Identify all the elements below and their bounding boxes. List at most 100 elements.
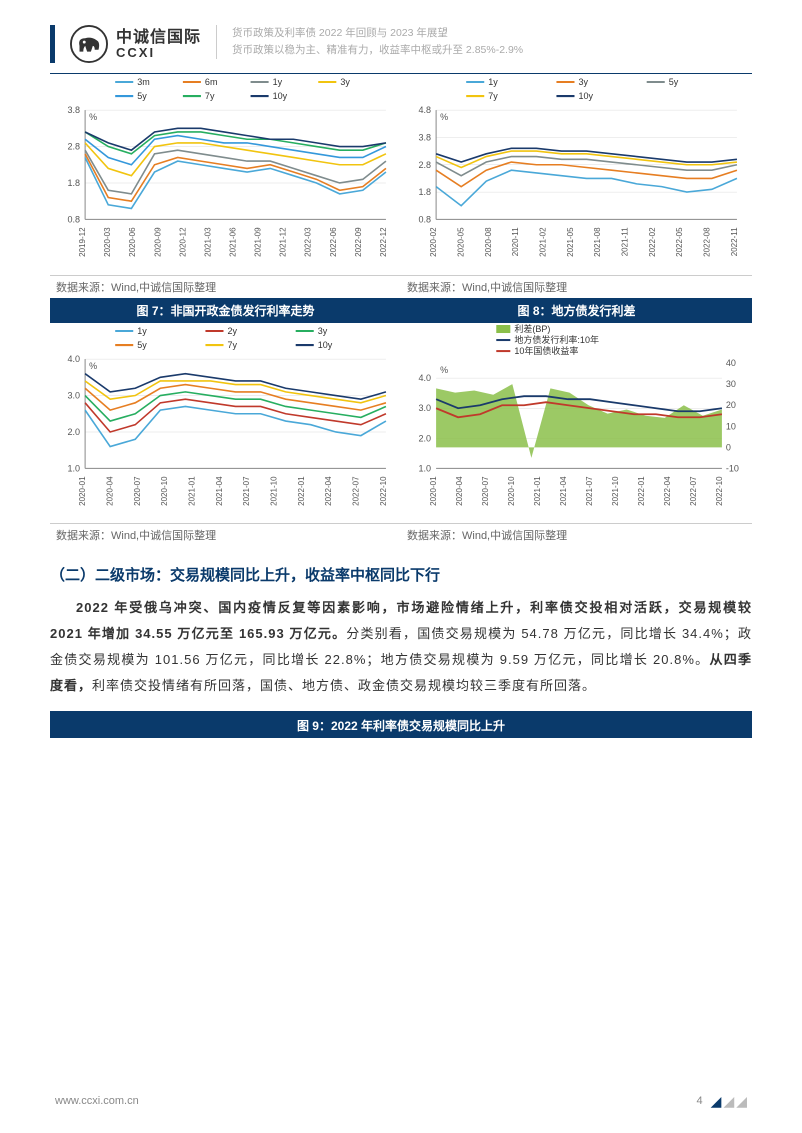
- svg-text:2022-07: 2022-07: [352, 475, 361, 505]
- source-8: 数据来源：Wind,中诚信国际整理: [401, 523, 752, 546]
- svg-text:2022-11: 2022-11: [730, 227, 739, 256]
- svg-text:2021-04: 2021-04: [559, 475, 568, 505]
- svg-text:0: 0: [726, 442, 731, 452]
- svg-text:3.8: 3.8: [419, 132, 432, 142]
- svg-text:2020-08: 2020-08: [484, 227, 493, 257]
- svg-text:5y: 5y: [137, 91, 147, 101]
- svg-text:2021-01: 2021-01: [188, 475, 197, 505]
- svg-text:%: %: [440, 365, 448, 375]
- svg-text:2022-07: 2022-07: [689, 475, 698, 505]
- svg-text:1y: 1y: [137, 326, 147, 336]
- svg-text:2022-02: 2022-02: [648, 227, 657, 257]
- svg-text:3.0: 3.0: [419, 403, 432, 413]
- svg-text:1y: 1y: [488, 77, 498, 87]
- body-paragraph: 2022 年受俄乌冲突、国内疫情反复等因素影响，市场避险情绪上升，利率债交投相对…: [0, 595, 802, 699]
- source-7: 数据来源：Wind,中诚信国际整理: [50, 523, 401, 546]
- svg-text:2022-05: 2022-05: [675, 227, 684, 257]
- svg-text:2022-08: 2022-08: [703, 227, 712, 257]
- svg-text:1.8: 1.8: [68, 178, 81, 188]
- page-footer: www.ccxi.com.cn 4 ◢◢◢: [0, 1094, 802, 1108]
- footer-chevron-icon: ◢◢◢: [711, 1094, 747, 1108]
- svg-text:%: %: [89, 112, 97, 122]
- svg-text:2021-11: 2021-11: [621, 227, 630, 256]
- svg-text:2021-05: 2021-05: [566, 227, 575, 257]
- svg-text:2021-10: 2021-10: [270, 475, 279, 505]
- svg-text:2019-12: 2019-12: [78, 227, 87, 257]
- svg-text:3m: 3m: [137, 77, 150, 87]
- svg-text:2020-09: 2020-09: [153, 227, 162, 257]
- svg-text:3.8: 3.8: [68, 105, 81, 115]
- svg-text:2.8: 2.8: [68, 142, 81, 152]
- svg-text:2021-03: 2021-03: [203, 227, 212, 257]
- svg-text:2022-03: 2022-03: [304, 227, 313, 257]
- svg-text:2021-02: 2021-02: [539, 227, 548, 257]
- source-6: 数据来源：Wind,中诚信国际整理: [401, 275, 752, 298]
- svg-text:2021-09: 2021-09: [254, 227, 263, 257]
- subtitle-line-2: 货币政策以稳为主、精准有力，收益率中枢或升至 2.85%-2.9%: [232, 42, 523, 59]
- svg-text:2022-04: 2022-04: [324, 475, 333, 505]
- svg-text:2020-01: 2020-01: [429, 475, 438, 505]
- svg-text:7y: 7y: [488, 91, 498, 101]
- svg-text:10y: 10y: [318, 340, 333, 350]
- svg-text:2020-02: 2020-02: [429, 227, 438, 257]
- svg-text:2020-03: 2020-03: [103, 227, 112, 257]
- svg-text:4.0: 4.0: [419, 373, 432, 383]
- chart-7: 1.02.03.04.0%2020-012020-042020-072020-1…: [50, 323, 401, 524]
- page-number: 4: [697, 1095, 703, 1107]
- logo-text-en: CCXI: [116, 46, 201, 59]
- svg-text:2022-09: 2022-09: [354, 227, 363, 257]
- header-accent-bar: [50, 25, 55, 63]
- source-5: 数据来源：Wind,中诚信国际整理: [50, 275, 401, 298]
- svg-text:2020-05: 2020-05: [456, 227, 465, 257]
- svg-text:7y: 7y: [205, 91, 215, 101]
- caption-fig9: 图 9：2022 年利率债交易规模同比上升: [50, 711, 752, 738]
- svg-text:2021-01: 2021-01: [533, 475, 542, 505]
- svg-text:2020-04: 2020-04: [455, 475, 464, 505]
- svg-text:3y: 3y: [318, 326, 328, 336]
- svg-text:5y: 5y: [137, 340, 147, 350]
- svg-text:地方债发行利率:10年: 地方债发行利率:10年: [514, 334, 599, 345]
- svg-text:%: %: [440, 112, 448, 122]
- svg-text:10: 10: [726, 421, 736, 431]
- svg-text:3y: 3y: [340, 77, 350, 87]
- svg-text:2020-07: 2020-07: [133, 475, 142, 505]
- svg-text:2020-12: 2020-12: [178, 227, 187, 257]
- svg-text:40: 40: [726, 358, 736, 368]
- svg-text:2022-01: 2022-01: [297, 475, 306, 505]
- svg-text:10年国债收益率: 10年国债收益率: [514, 345, 578, 356]
- svg-text:2020-11: 2020-11: [511, 227, 520, 256]
- svg-text:2021-07: 2021-07: [242, 475, 251, 505]
- svg-text:30: 30: [726, 379, 736, 389]
- chart-8: 1.02.03.04.0-10010203040%2020-012020-042…: [401, 323, 752, 524]
- svg-text:10y: 10y: [579, 91, 594, 101]
- svg-text:2022-12: 2022-12: [379, 227, 388, 257]
- svg-text:2020-06: 2020-06: [128, 227, 137, 257]
- page-header: 中诚信国际 CCXI 货币政策及利率债 2022 年回顾与 2023 年展望 货…: [0, 0, 802, 73]
- chart-6: 0.8 1.8 2.8 3.8 4.8% 2020-02 2020-05 2020-08 202…: [401, 74, 752, 275]
- section-heading: （二）二级市场：交易规模同比上升，收益率中枢同比下行: [0, 546, 802, 595]
- svg-text:2021-12: 2021-12: [279, 227, 288, 257]
- svg-text:2021-08: 2021-08: [593, 227, 602, 257]
- svg-text:2021-10: 2021-10: [611, 475, 620, 505]
- svg-text:2020-10: 2020-10: [507, 475, 516, 505]
- svg-text:4.8: 4.8: [419, 105, 432, 115]
- caption-fig8: 图 8：地方债发行利差: [401, 298, 752, 323]
- svg-text:0.8: 0.8: [419, 214, 432, 224]
- logo-block: 中诚信国际 CCXI: [70, 25, 201, 63]
- svg-text:2020-10: 2020-10: [160, 475, 169, 505]
- svg-text:1.8: 1.8: [419, 187, 432, 197]
- svg-text:2y: 2y: [228, 326, 238, 336]
- svg-text:利差(BP): 利差(BP): [514, 323, 550, 334]
- body-plain-2: 利率债交投情绪有所回落，国债、地方债、政金债交易规模均较三季度有所回落。: [92, 678, 596, 693]
- svg-text:6m: 6m: [205, 77, 218, 87]
- svg-text:1.0: 1.0: [419, 463, 432, 473]
- svg-text:0.8: 0.8: [68, 214, 81, 224]
- elephant-logo-icon: [70, 25, 108, 63]
- logo-text-cn: 中诚信国际: [116, 30, 201, 46]
- svg-text:2022-10: 2022-10: [379, 475, 388, 505]
- caption-fig7: 图 7：非国开政金债发行利率走势: [50, 298, 401, 323]
- svg-text:2022-01: 2022-01: [637, 475, 646, 505]
- svg-text:2.8: 2.8: [419, 160, 432, 170]
- svg-text:2022-10: 2022-10: [715, 475, 724, 505]
- svg-text:4.0: 4.0: [68, 354, 81, 364]
